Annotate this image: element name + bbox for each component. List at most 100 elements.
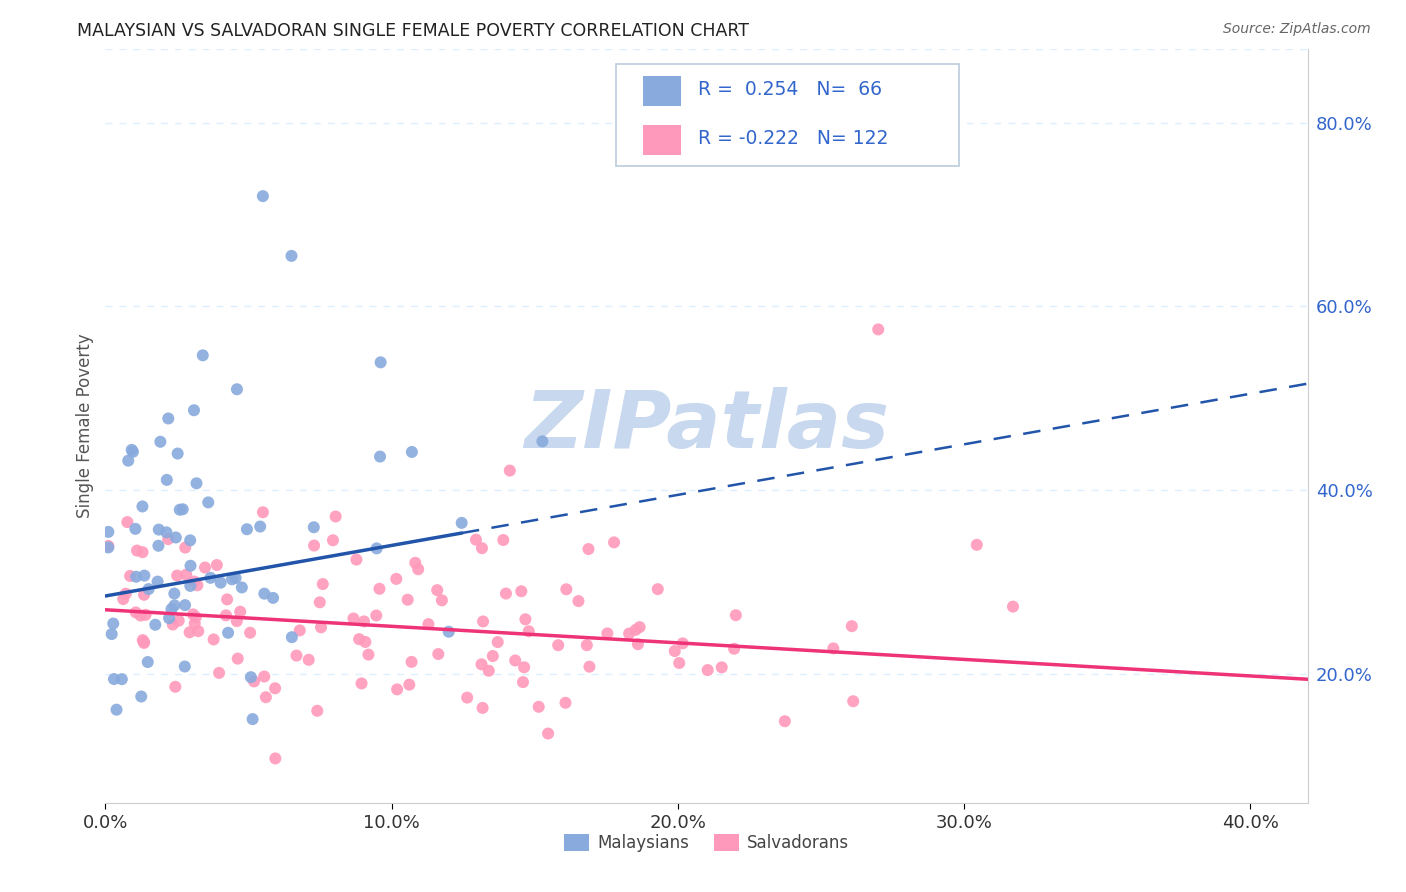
Malaysians	[163, 586, 186, 600]
Malaysians	[169, 502, 191, 516]
Salvadorans	[1001, 599, 1024, 614]
Salvadorans	[456, 690, 478, 705]
Malaysians	[179, 533, 201, 548]
Salvadorans	[527, 699, 550, 714]
Malaysians	[124, 522, 146, 536]
Malaysians	[281, 630, 304, 644]
Malaysians	[146, 574, 169, 589]
Salvadorans	[724, 608, 747, 623]
Malaysians	[183, 403, 205, 417]
Malaysians	[155, 525, 177, 540]
Salvadorans	[125, 606, 148, 620]
Malaysians	[252, 189, 274, 203]
Malaysians	[134, 568, 156, 582]
Malaysians	[157, 411, 180, 425]
Malaysians	[368, 450, 391, 464]
Salvadorans	[499, 464, 522, 478]
Salvadorans	[495, 586, 517, 600]
Text: ZIPatlas: ZIPatlas	[524, 387, 889, 465]
Salvadorans	[125, 543, 148, 558]
Salvadorans	[427, 647, 450, 661]
Salvadorans	[624, 623, 647, 637]
Salvadorans	[672, 636, 695, 650]
Malaysians	[249, 519, 271, 533]
FancyBboxPatch shape	[643, 125, 682, 155]
Y-axis label: Single Female Poverty: Single Female Poverty	[76, 334, 94, 518]
Salvadorans	[567, 594, 589, 608]
Text: Source: ZipAtlas.com: Source: ZipAtlas.com	[1223, 22, 1371, 37]
Salvadorans	[696, 663, 718, 677]
Salvadorans	[513, 660, 536, 674]
Malaysians	[239, 670, 262, 684]
Salvadorans	[368, 582, 391, 596]
Malaysians	[253, 587, 276, 601]
Malaysians	[111, 672, 134, 686]
Salvadorans	[773, 714, 796, 729]
Salvadorans	[252, 505, 274, 519]
Salvadorans	[966, 538, 988, 552]
Salvadorans	[478, 664, 501, 678]
Salvadorans	[308, 595, 330, 609]
Salvadorans	[430, 593, 453, 607]
Salvadorans	[347, 632, 370, 647]
Salvadorans	[515, 612, 537, 626]
Salvadorans	[115, 586, 138, 600]
Malaysians	[221, 572, 243, 586]
Malaysians	[366, 541, 388, 556]
FancyBboxPatch shape	[643, 76, 682, 106]
Salvadorans	[264, 751, 287, 765]
Malaysians	[105, 703, 128, 717]
Salvadorans	[229, 605, 252, 619]
Salvadorans	[342, 611, 364, 625]
Malaysians	[180, 558, 202, 573]
Malaysians	[129, 690, 152, 704]
Salvadorans	[465, 533, 488, 547]
FancyBboxPatch shape	[616, 64, 959, 166]
Salvadorans	[215, 608, 238, 623]
Salvadorans	[309, 620, 332, 634]
Salvadorans	[208, 665, 231, 680]
Salvadorans	[398, 678, 420, 692]
Salvadorans	[385, 682, 408, 697]
Malaysians	[103, 616, 125, 631]
Salvadorans	[344, 552, 367, 566]
Malaysians	[165, 531, 187, 545]
Salvadorans	[264, 681, 287, 696]
Salvadorans	[285, 648, 308, 663]
Salvadorans	[482, 648, 505, 663]
Malaysians	[197, 495, 219, 509]
Salvadorans	[302, 539, 325, 553]
Salvadorans	[628, 620, 651, 634]
Salvadorans	[183, 616, 205, 631]
Malaysians	[191, 348, 214, 362]
Salvadorans	[664, 644, 686, 658]
Salvadorans	[254, 690, 277, 705]
Malaysians	[200, 571, 222, 585]
Salvadorans	[174, 541, 197, 555]
Salvadorans	[132, 636, 155, 650]
Salvadorans	[471, 701, 494, 715]
Salvadorans	[112, 592, 135, 607]
Text: MALAYSIAN VS SALVADORAN SINGLE FEMALE POVERTY CORRELATION CHART: MALAYSIAN VS SALVADORAN SINGLE FEMALE PO…	[77, 22, 749, 40]
Malaysians	[209, 575, 232, 590]
Salvadorans	[239, 625, 262, 640]
Malaysians	[148, 523, 170, 537]
Salvadorans	[157, 532, 180, 546]
Salvadorans	[120, 569, 142, 583]
Salvadorans	[842, 694, 865, 708]
Salvadorans	[578, 659, 600, 673]
Malaysians	[143, 617, 166, 632]
Salvadorans	[174, 567, 197, 582]
Salvadorans	[131, 545, 153, 559]
Text: R = -0.222   N= 122: R = -0.222 N= 122	[699, 129, 889, 148]
Salvadorans	[668, 656, 690, 670]
Salvadorans	[353, 615, 375, 629]
Text: R =  0.254   N=  66: R = 0.254 N= 66	[699, 80, 882, 99]
Salvadorans	[555, 582, 578, 597]
Salvadorans	[186, 578, 208, 592]
Salvadorans	[503, 653, 526, 667]
Salvadorans	[325, 509, 347, 524]
Salvadorans	[167, 614, 190, 628]
Salvadorans	[226, 651, 249, 665]
Malaysians	[148, 539, 170, 553]
